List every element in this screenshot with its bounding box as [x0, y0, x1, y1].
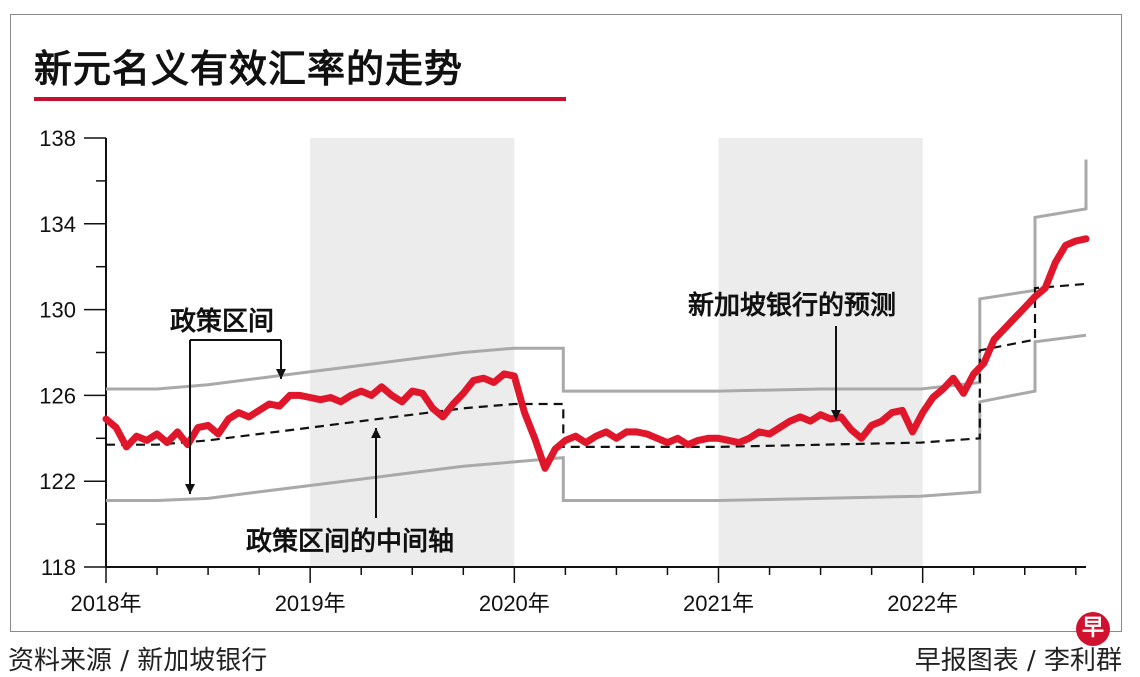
policy-band-band_upper — [106, 159, 1088, 393]
policy-band-band_lower — [106, 333, 1087, 502]
arrow-to-upper-band-head — [276, 369, 286, 379]
y-tick-label: 130 — [39, 298, 76, 323]
annotation-policy-band: 政策区间 — [170, 306, 274, 337]
x-tick-label: 2018年 — [71, 591, 142, 616]
arrow-to-forecast-head — [831, 410, 841, 420]
x-tick-label: 2020年 — [479, 591, 550, 616]
arrow-to-midpoint-head — [371, 428, 381, 438]
y-tick-label: 122 — [39, 469, 76, 494]
exchange-rate-line — [102, 235, 1090, 472]
y-tick-label: 126 — [39, 383, 76, 408]
arrow-to-lower-band-head — [185, 484, 195, 494]
shaded-period-1 — [718, 138, 923, 567]
annotation-mas-forecast: 新加坡银行的预测 — [688, 290, 896, 321]
chart-title: 新元名义有效汇率的走势 — [34, 47, 464, 91]
zaobao-logo: 早 — [1076, 612, 1110, 646]
x-tick-label: 2021年 — [683, 591, 754, 616]
y-tick-label: 118 — [41, 555, 76, 580]
x-tick-label: 2022年 — [887, 591, 958, 616]
chart-frame — [10, 14, 1122, 632]
x-tick-label: 2019年 — [275, 591, 346, 616]
annotation-band-midpoint: 政策区间的中间轴 — [246, 526, 454, 557]
title-underline — [34, 97, 566, 101]
shaded-period-0 — [310, 138, 515, 567]
y-tick-label: 138 — [39, 126, 76, 151]
source-note: 资料来源 / 新加坡银行 — [8, 646, 268, 676]
chart-credit: 早报图表 / 李利群 — [914, 646, 1122, 676]
y-tick-label: 134 — [39, 212, 76, 237]
